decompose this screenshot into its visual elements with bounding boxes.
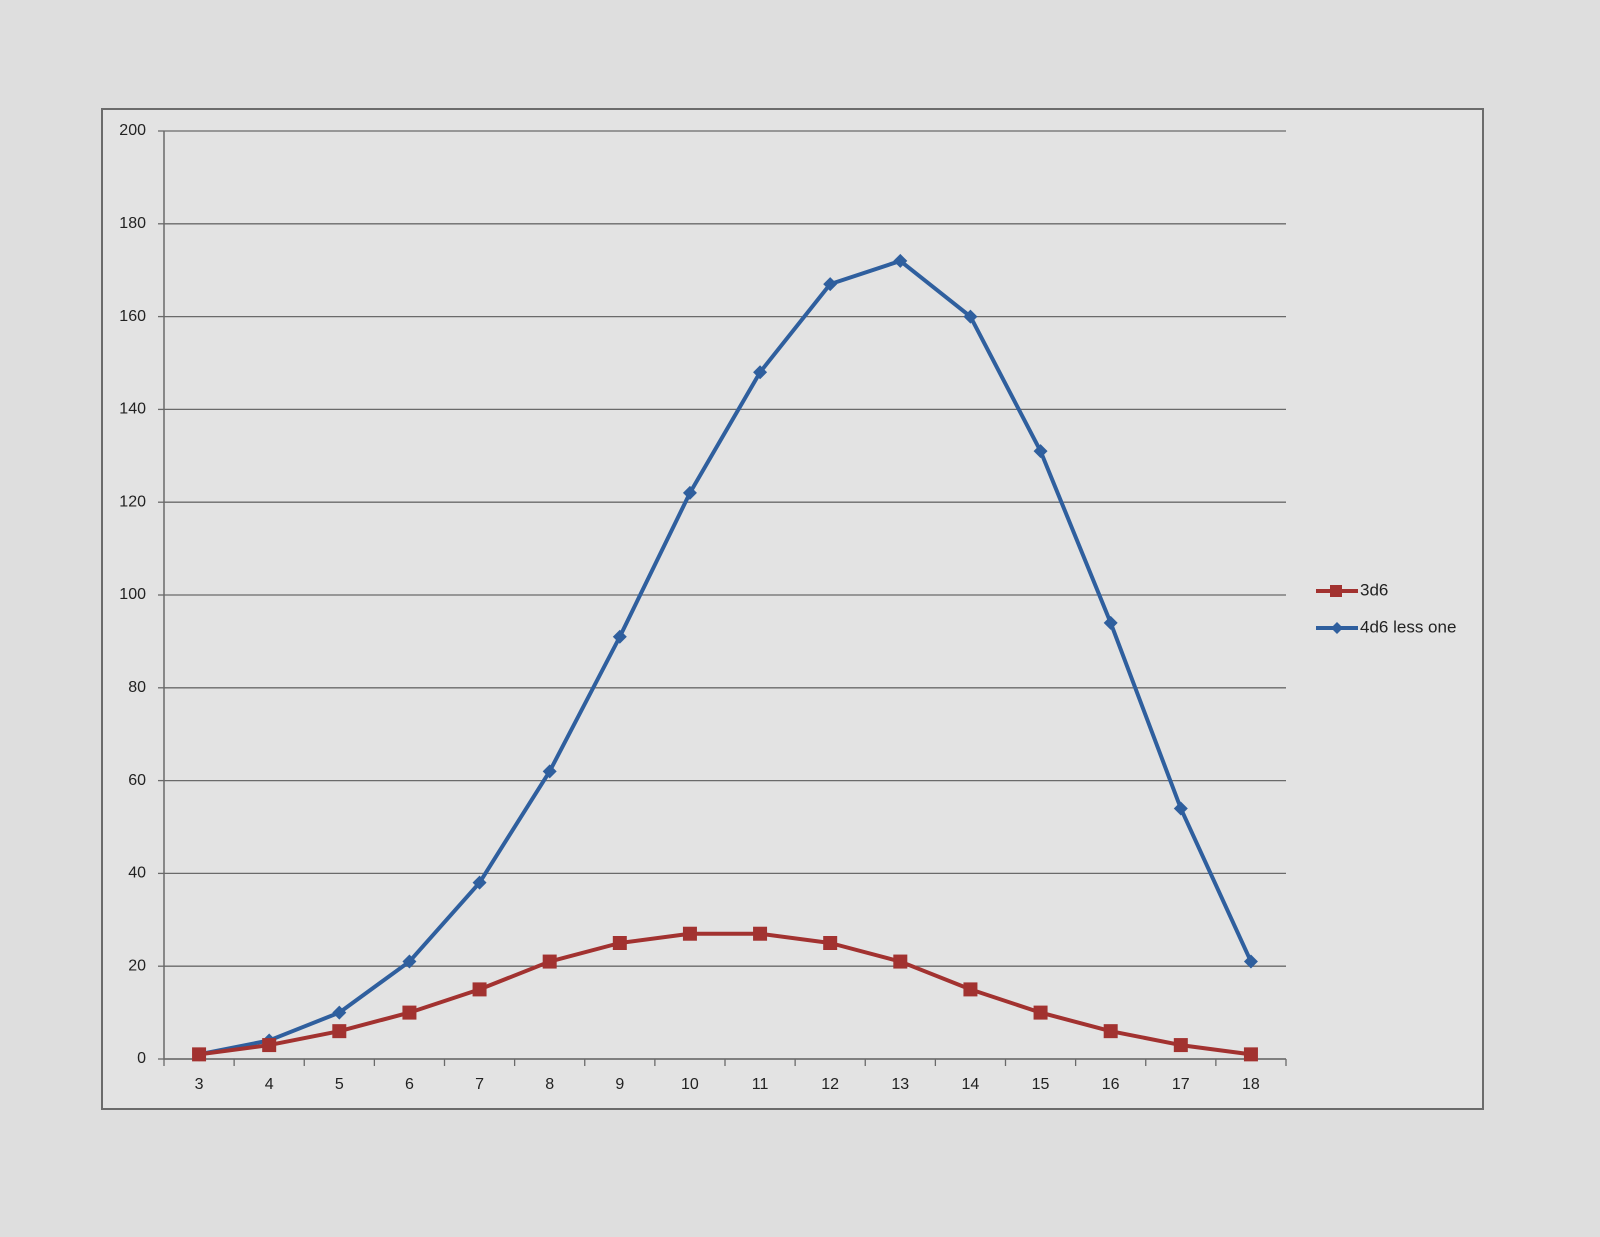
y-tick-label: 140 xyxy=(119,401,146,418)
y-tick-label: 60 xyxy=(128,772,146,789)
marker xyxy=(1243,1047,1258,1062)
legend-marker xyxy=(1331,622,1343,634)
y-tick-label: 200 xyxy=(119,122,146,139)
x-tick-label: 16 xyxy=(1102,1076,1120,1093)
marker xyxy=(472,982,487,997)
marker xyxy=(682,926,697,941)
y-tick-label: 100 xyxy=(119,586,146,603)
marker xyxy=(823,936,838,950)
marker xyxy=(612,629,627,644)
marker xyxy=(963,982,978,997)
marker xyxy=(472,875,487,890)
marker xyxy=(1033,444,1048,459)
x-tick-label: 15 xyxy=(1032,1076,1050,1093)
x-tick-label: 17 xyxy=(1172,1076,1190,1093)
marker xyxy=(262,1038,277,1053)
x-tick-label: 10 xyxy=(681,1076,699,1093)
legend-marker xyxy=(1330,585,1342,597)
series-line xyxy=(198,931,1252,1057)
x-tick-label: 14 xyxy=(962,1076,980,1093)
x-tick-label: 4 xyxy=(265,1076,274,1093)
marker xyxy=(1103,1024,1118,1039)
x-tick-label: 11 xyxy=(752,1076,769,1093)
legend-label: 3d6 xyxy=(1360,580,1388,599)
x-tick-label: 18 xyxy=(1242,1076,1260,1093)
marker xyxy=(402,1005,417,1020)
marker xyxy=(893,253,908,268)
y-tick-label: 160 xyxy=(119,308,146,325)
x-tick-label: 9 xyxy=(615,1076,624,1093)
marker xyxy=(823,277,838,292)
x-tick-label: 5 xyxy=(335,1076,344,1093)
x-tick-label: 3 xyxy=(195,1076,204,1093)
y-tick-label: 40 xyxy=(128,865,146,882)
y-tick-label: 80 xyxy=(128,679,146,696)
marker xyxy=(682,485,697,500)
series-line xyxy=(198,258,1253,1057)
marker xyxy=(753,926,768,941)
x-tick-label: 7 xyxy=(475,1076,484,1093)
y-tick-label: 20 xyxy=(128,957,146,974)
marker xyxy=(612,936,627,950)
x-tick-label: 8 xyxy=(545,1076,554,1093)
y-tick-label: 120 xyxy=(119,493,146,510)
marker xyxy=(542,954,557,969)
x-tick-label: 6 xyxy=(405,1076,414,1093)
marker xyxy=(1103,615,1118,630)
x-tick-label: 13 xyxy=(891,1076,909,1093)
marker xyxy=(332,1005,347,1020)
marker xyxy=(542,764,557,779)
legend-label: 4d6 less one xyxy=(1360,617,1456,636)
y-tick-label: 0 xyxy=(137,1050,146,1067)
marker xyxy=(1033,1005,1048,1020)
marker xyxy=(963,309,978,324)
marker xyxy=(1173,801,1188,816)
marker xyxy=(332,1024,347,1039)
chart-frame xyxy=(101,108,1484,1110)
marker xyxy=(893,954,908,969)
y-tick-label: 180 xyxy=(119,215,146,232)
marker xyxy=(1243,954,1258,969)
x-tick-label: 12 xyxy=(821,1076,839,1093)
marker xyxy=(192,1047,207,1062)
marker xyxy=(1173,1038,1188,1053)
marker xyxy=(753,365,768,380)
marker xyxy=(402,954,417,969)
